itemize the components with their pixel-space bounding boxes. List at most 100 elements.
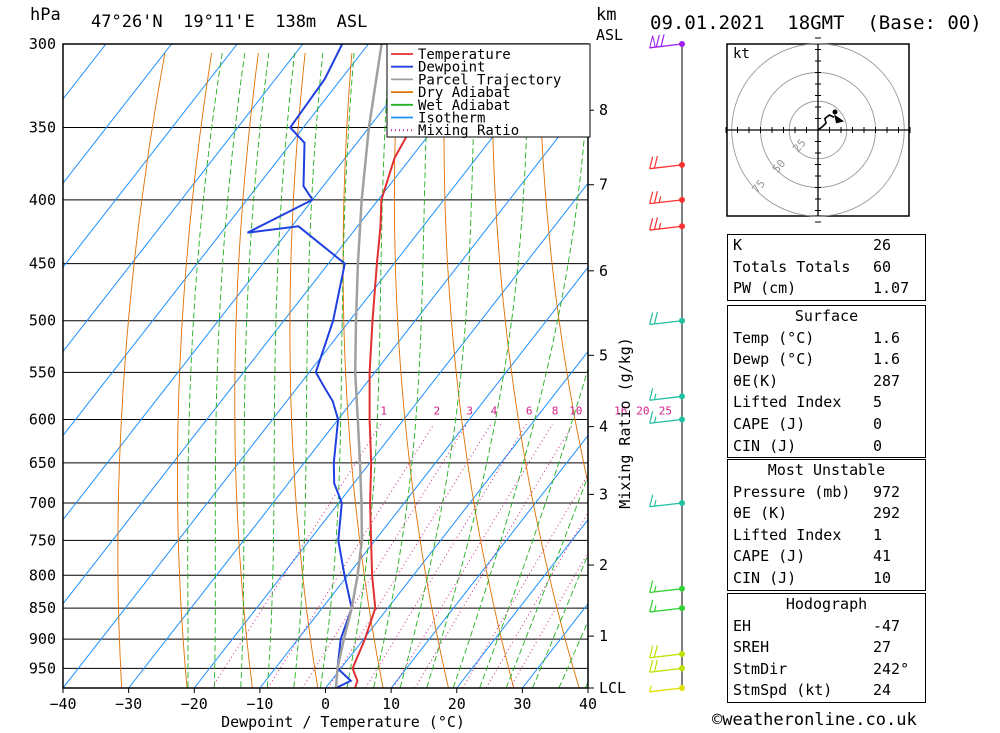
legend-box <box>386 43 591 138</box>
km-tick-label: 5 <box>599 346 608 364</box>
wind-barb-half-flag <box>653 393 657 400</box>
wet-adiabat-line <box>426 52 530 688</box>
dry-adiabat-line <box>117 52 166 688</box>
km-tick-label: 2 <box>599 556 608 574</box>
hodograph-ring-label: 25 <box>790 137 808 156</box>
wind-barb-shaft <box>649 687 683 693</box>
wind-barb-flag <box>653 645 659 658</box>
dry-adiabat-line <box>289 52 319 688</box>
index-row: PW (cm) 1.07 <box>728 278 925 300</box>
pressure-tick-label: 300 <box>29 35 56 53</box>
index-label: Totals Totals <box>733 257 851 276</box>
index-label: CAPE (J) <box>733 414 806 433</box>
storm-motion-dot <box>832 109 838 115</box>
index-value: 292 <box>873 504 901 523</box>
wind-barb-flag <box>660 34 665 47</box>
dry-adiabat-line <box>491 52 580 688</box>
index-value: 24 <box>873 681 892 700</box>
index-value: -47 <box>873 616 901 635</box>
isotherm-line <box>63 44 501 605</box>
mixing-ratio-line <box>267 423 435 688</box>
dry-adiabat-line <box>960 53 1000 688</box>
wind-barb-pennant <box>649 35 656 49</box>
dry-adiabat-line <box>234 52 259 688</box>
wind-barb <box>649 190 685 205</box>
mixing-ratio-label: 20 <box>636 405 649 418</box>
index-label: PW (cm) <box>733 279 797 298</box>
mixing-ratio-label: 10 <box>569 405 582 418</box>
index-row: θE (K) 292 <box>728 503 925 525</box>
isotherm-line <box>63 44 304 353</box>
index-label: K <box>733 236 743 254</box>
most-unstable-title: Most Unstable <box>767 461 886 479</box>
mixing-ratio-line <box>211 423 382 688</box>
wet-adiabat-line <box>293 52 324 688</box>
index-value: 0 <box>873 414 883 433</box>
mixing-ratio-label: 4 <box>491 405 498 418</box>
wind-barb <box>649 645 685 659</box>
index-value: 0 <box>873 436 883 455</box>
index-value: 1 <box>873 525 883 544</box>
km-tick-label: 6 <box>599 262 608 280</box>
wet-adiabat-line <box>532 553 588 688</box>
index-row: Temp (°C) 1.6 <box>728 328 925 350</box>
mixing-ratio-label: 6 <box>526 405 533 418</box>
wind-barb <box>649 580 685 594</box>
pressure-tick-label: 400 <box>29 191 56 209</box>
index-value: 1.07 <box>873 279 910 298</box>
dry-adiabat-line <box>538 52 588 485</box>
mixing-ratio-line <box>365 423 527 688</box>
mixing-ratio-line <box>327 423 492 688</box>
wind-barb-flag <box>649 411 654 424</box>
legend-label: Temperature <box>418 47 511 63</box>
km-tick-label: 7 <box>599 176 608 194</box>
index-row: Lifted Index 1 <box>728 525 925 547</box>
isotherm-line <box>390 434 588 688</box>
mixing-ratio-label: 3 <box>466 405 473 418</box>
index-value: 242° <box>873 659 910 678</box>
wind-barb-half-flag <box>653 585 657 593</box>
km-tick-label: 3 <box>599 485 608 503</box>
index-value: 27 <box>873 638 892 657</box>
wind-barb-flag <box>653 155 659 169</box>
mixing-ratio-label: 1 <box>380 405 387 418</box>
dry-adiabat-line <box>393 52 449 688</box>
legend-label: Parcel Trajectory <box>418 72 561 88</box>
wind-barb-flag <box>653 190 659 204</box>
hpa-axis-label: hPa <box>30 5 61 25</box>
wind-barb-flag <box>649 156 654 169</box>
hodograph-arrowhead <box>834 114 845 124</box>
wet-adiabat-line <box>558 620 588 688</box>
pressure-tick-label: 600 <box>29 411 56 429</box>
wind-barb-flag <box>649 580 654 593</box>
pressure-tick-label: 800 <box>29 566 56 584</box>
legend-label: Dry Adiabat <box>418 85 511 101</box>
mixing-ratio-line <box>462 473 588 688</box>
legend-label: Isotherm <box>418 111 485 127</box>
wind-barb <box>649 494 685 508</box>
isotherm-line <box>63 44 566 688</box>
index-label: Temp (°C) <box>733 328 815 347</box>
most-unstable-table: Most Unstable Pressure (mb) 972 θE (K) 292 L… <box>727 459 926 591</box>
index-label: EH <box>733 616 752 635</box>
pressure-tick-label: 500 <box>29 312 56 330</box>
x-tick-label: −20 <box>181 695 208 713</box>
x-tick-label: −10 <box>246 695 273 713</box>
index-row: K 26 <box>728 235 925 257</box>
parcel-trajectory-line <box>334 44 383 688</box>
km-tick-label: 4 <box>599 418 608 436</box>
index-value: 972 <box>873 482 901 501</box>
surface-title: Surface <box>794 307 859 325</box>
pressure-tick-label: 850 <box>29 599 56 617</box>
dewpoint-line <box>247 44 353 688</box>
wind-barb <box>649 411 685 424</box>
wind-barb <box>649 388 685 401</box>
pressure-tick-label: 750 <box>29 531 56 549</box>
wet-adiabat-line <box>505 474 588 688</box>
datetime-title: 09.01.2021 18GMT (Base: 00) <box>650 12 982 34</box>
index-label: Lifted Index <box>733 393 842 412</box>
x-axis-title: Dewpoint / Temperature (°C) <box>221 713 465 731</box>
mixing-ratio-axis-title: Mixing Ratio (g/kg) <box>616 337 634 509</box>
